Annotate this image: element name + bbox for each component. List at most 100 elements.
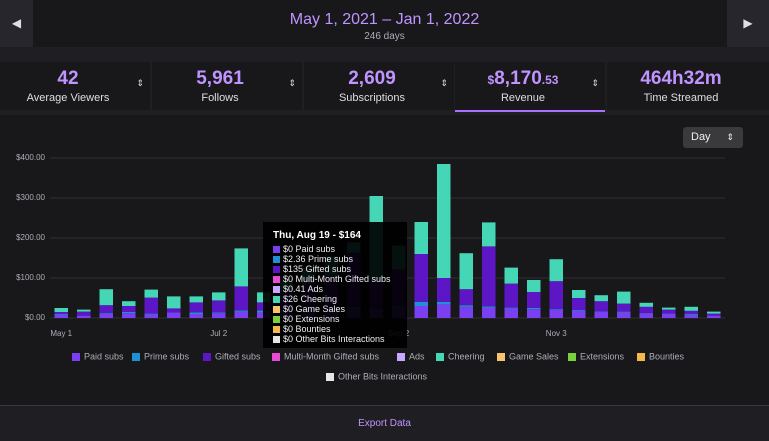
bar-segment [527,309,541,318]
bar-segment [550,309,564,310]
bar-segment [100,314,114,318]
legend-label: Paid subs [84,351,124,361]
bar-segment [190,312,204,314]
y-tick-label: $400.00 [16,153,45,162]
interval-select[interactable]: ⇕ Day [683,127,743,148]
bar-segment [122,313,136,318]
tooltip-text: $26 Cheering [283,294,337,304]
legend-swatch [326,373,334,381]
bar-segment [707,314,721,316]
legend-swatch [637,353,645,361]
tooltip-text: $0 Other Bits Interactions [283,334,385,344]
bar-segment [100,305,114,313]
y-tick-label: $100.00 [16,273,45,282]
legend-swatch [497,353,505,361]
tooltip-swatch [273,326,280,333]
bar-segment [482,308,496,318]
bar-segment [482,246,496,306]
bar-segment [77,310,91,312]
tooltip-text: $2.36 Prime subs [283,254,353,264]
bar-segment [122,306,136,312]
bar-segment [617,312,631,318]
bar-segment [212,313,226,318]
bar-segment [572,298,586,310]
bar-segment [167,308,181,312]
bar-segment [190,302,204,312]
bar-segment [77,312,91,316]
bar-segment [527,308,541,309]
bar-segment [122,301,136,306]
bar-segment [460,307,474,318]
tooltip-title: Thu, Aug 19 - $164 [273,230,397,241]
bar-segment [707,316,721,318]
y-tick-label: $200.00 [16,233,45,242]
tooltip-item: $0.41 Ads [273,284,397,294]
legend-swatch [72,353,80,361]
bar-segment [482,306,496,307]
bar-segment [460,289,474,305]
legend-label: Multi-Month Gifted subs [284,351,380,361]
bar-segment [212,312,226,313]
tooltip-text: $0.41 Ads [283,284,323,294]
bar-segment [662,310,676,314]
bar-segment [595,312,609,318]
bar-segment [460,253,474,289]
legend-swatch [272,353,280,361]
bar-segment [685,314,699,315]
bar-segment [100,313,114,314]
tooltip-text: $135 Gifted subs [283,264,351,274]
bar-segment [550,310,564,318]
legend-label: Prime subs [144,351,190,361]
y-tick-label: $300.00 [16,193,45,202]
bar-segment [235,286,249,310]
tooltip-item: $0 Bounties [273,324,397,334]
bar-segment [55,315,69,318]
bar-segment [595,301,609,311]
bar-segment [460,305,474,307]
bar-segment [640,303,654,307]
bar-segment [685,315,699,318]
bar-segment [595,295,609,301]
bar-segment [167,296,181,308]
bar-segment [685,311,699,314]
tooltip: Thu, Aug 19 - $164 $0 Paid subs$2.36 Pri… [263,222,407,348]
interval: Day [691,131,711,143]
bar-segment [640,307,654,313]
tooltip-item: $26 Cheering [273,294,397,304]
tooltip-swatch [273,246,280,253]
tooltip-text: $0 Bounties [283,324,331,334]
legend-label: Ads [409,351,425,361]
tooltip-swatch [273,306,280,313]
bar-segment [235,310,249,311]
bar-segment [572,290,586,298]
x-tick-label: Nov 3 [546,329,567,338]
export-button[interactable]: Export Data [0,405,769,441]
bar-segment [617,292,631,304]
legend-label: Other Bits Interactions [338,371,428,381]
bar-segment [55,312,69,314]
bar-segment [505,268,519,284]
tooltip-swatch [273,316,280,323]
bar-segment [212,292,226,300]
bar-segment [505,308,519,318]
select-icon: ⇕ [726,127,734,148]
bar-segment [190,314,204,318]
bar-segment [55,308,69,312]
bar-segment [572,310,586,311]
bar-segment [122,312,136,313]
bar-segment [617,304,631,312]
tooltip-items: $0 Paid subs$2.36 Prime subs$135 Gifted … [273,244,397,344]
legend-label: Game Sales [509,351,559,361]
tooltip-text: $0 Extensions [283,314,340,324]
tooltip-swatch [273,336,280,343]
tooltip-text: $0 Game Sales [283,304,345,314]
bar-segment [527,280,541,292]
tooltip-item: $2.36 Prime subs [273,254,397,264]
legend-swatch [568,353,576,361]
legend-label: Gifted subs [215,351,261,361]
bar-segment [100,289,114,305]
tooltip-swatch [273,276,280,283]
legend-label: Bounties [649,351,685,361]
tooltip-swatch [273,286,280,293]
